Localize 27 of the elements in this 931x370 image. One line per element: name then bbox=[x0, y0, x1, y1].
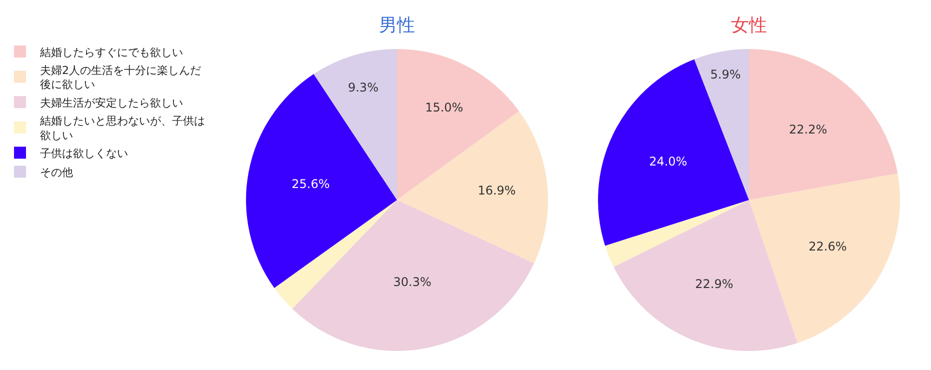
legend-label: 結婚したらすぐにでも欲しい bbox=[39, 46, 183, 59]
pie-slice bbox=[749, 49, 898, 200]
pie-slice bbox=[605, 200, 749, 267]
pie-slice bbox=[749, 174, 900, 344]
data-label: 5.9% bbox=[710, 68, 741, 82]
pie-slice bbox=[694, 49, 749, 200]
pie-slice bbox=[397, 111, 548, 264]
legend-label: 子供は欲しくない bbox=[40, 146, 128, 160]
pie-slice bbox=[397, 49, 520, 200]
data-label: 15.0% bbox=[425, 100, 464, 114]
data-label: 22.6% bbox=[808, 240, 847, 254]
chart-title: 女性 bbox=[731, 15, 767, 36]
chart-title: 男性 bbox=[379, 15, 415, 36]
data-label: 9.3% bbox=[348, 80, 378, 95]
legend-label: その他 bbox=[40, 166, 73, 179]
data-label: 22.2% bbox=[788, 122, 828, 137]
legend-label: 夫婦2人の生活を十分に楽しんだ後に欲しい bbox=[40, 64, 201, 92]
pie-slice bbox=[614, 200, 798, 351]
legend-label: 結婚したいと思わないが、子供は欲しい bbox=[39, 114, 205, 142]
data-label: 24.0% bbox=[649, 154, 688, 168]
legend-label: 夫婦生活が安定したら欲しい bbox=[40, 96, 183, 110]
pie-slice bbox=[292, 200, 534, 351]
pie-slice bbox=[598, 59, 749, 246]
data-label: 16.9% bbox=[478, 183, 516, 198]
data-label: 22.9% bbox=[695, 277, 734, 292]
data-label: 30.3% bbox=[393, 274, 432, 289]
data-label: 25.6% bbox=[292, 177, 330, 192]
